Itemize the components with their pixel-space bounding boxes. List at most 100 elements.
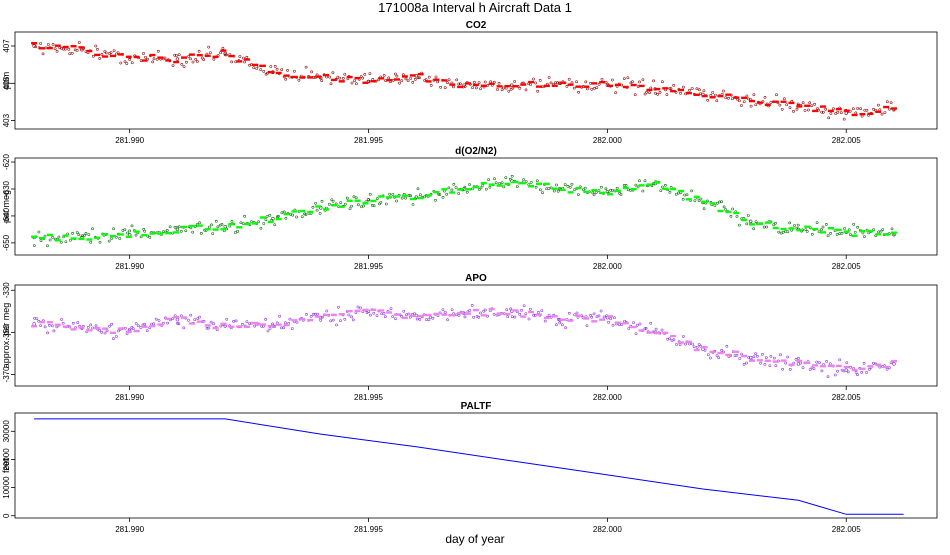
d_o2_n2-scatter-point [114, 235, 118, 239]
apo-scatter-point [688, 342, 691, 346]
apo-scatter-point [597, 314, 601, 318]
co2-scatter-point [604, 80, 608, 84]
apo-scatter-point [100, 330, 103, 334]
d_o2_n2-scatter-point [450, 188, 454, 192]
apo-scatter-point [784, 361, 788, 365]
apo-scatter-point [543, 319, 547, 323]
apo-scatter-point [842, 369, 846, 373]
paltf-y-tick-label: 10000 [2, 476, 11, 499]
d_o2_n2-scatter-point [539, 188, 542, 192]
co2-scatter-point [672, 84, 676, 87]
co2-scatter-point [752, 93, 756, 97]
apo-scatter-point [205, 326, 209, 330]
co2-scatter-point [331, 71, 335, 75]
apo-scatter-point [799, 361, 803, 365]
d_o2_n2-scatter-point [234, 231, 237, 234]
co2-scatter-point [509, 87, 513, 91]
apo-scatter-point [797, 356, 800, 360]
d_o2_n2-scatter-point [852, 222, 856, 226]
apo-scatter-point [105, 329, 109, 333]
apo-scatter-point [638, 322, 642, 326]
d_o2_n2-scatter-point [268, 213, 272, 217]
d_o2_n2-scatter-point [817, 230, 821, 234]
apo-scatter-point [764, 356, 768, 359]
apo-scatter-point [529, 307, 532, 311]
apo-scatter-point [547, 313, 551, 317]
co2-scatter-point [242, 56, 245, 60]
apo-scatter-point [818, 361, 821, 364]
co2-scatter-point [75, 49, 79, 52]
co2-scatter-point [859, 107, 862, 110]
apo-scatter-point [418, 318, 422, 321]
d_o2_n2-scatter-point [220, 223, 224, 226]
d_o2_n2-scatter-point [643, 179, 647, 182]
apo-scatter-point [171, 317, 174, 321]
apo-scatter-point [46, 331, 49, 335]
apo-scatter-point [540, 309, 544, 312]
apo-scatter-point [43, 325, 47, 329]
apo-scatter-point [825, 360, 828, 363]
apo-scatter-point [865, 371, 868, 374]
d_o2_n2-scatter-point [457, 192, 461, 195]
co2-scatter-point [709, 93, 713, 97]
panel-co2: CO2 ppm 281.990 281.995 282.000 282.005 407 405… [1, 20, 938, 145]
apo-scatter-point [365, 311, 369, 314]
co2-scatter-point [829, 112, 833, 115]
apo-scatter-point [415, 317, 419, 321]
co2-scatter-point [368, 72, 372, 75]
co2-scatter-point [55, 49, 59, 53]
apo-scatter-point [584, 315, 588, 318]
apo-scatter-point [266, 329, 270, 333]
apo-scatter-point [33, 316, 36, 320]
co2-scatter-point [197, 49, 201, 53]
co2-scatter-point [382, 74, 386, 77]
apo-scatter-point [575, 311, 579, 315]
apo-scatter-point [405, 313, 408, 317]
paltf-title: PALTF [461, 401, 492, 412]
co2-scatter-point [486, 84, 490, 87]
d_o2_n2-scatter-point [84, 231, 88, 235]
apo-scatter-point [506, 315, 510, 319]
co2-y-tick-label: 407 [2, 39, 11, 53]
d_o2_n2-scatter-point [793, 224, 796, 227]
apo-scatter-point [60, 318, 63, 321]
co2-scatter-point [458, 82, 462, 86]
d_o2_n2-scatter-point [284, 217, 288, 220]
apo-scatter-point [567, 311, 571, 315]
d_o2_n2-scatter-point [838, 232, 842, 235]
d_o2_n2-y-tick-label: -620 [2, 153, 11, 170]
apo-scatter-point [772, 356, 776, 360]
apo-scatter-point [316, 312, 319, 316]
co2-scatter-point [654, 91, 657, 95]
co2-scatter-point [665, 93, 669, 96]
co2-scatter-point [661, 80, 664, 84]
co2-plot-frame [14, 31, 938, 130]
d_o2_n2-scatter-point [772, 223, 776, 227]
d_o2_n2-scatter-point [375, 197, 379, 200]
d_o2_n2-scatter-point [487, 178, 490, 182]
apo-scatter-point [454, 313, 458, 317]
d_o2_n2-scatter-point [724, 208, 727, 211]
d_o2_n2-scatter-point [366, 198, 370, 201]
paltf-y-tick-label: 0 [2, 513, 11, 518]
apo-x-tick-label: 281.990 [115, 393, 144, 402]
d_o2_n2-scatter-point [39, 239, 43, 242]
apo-scatter-point [343, 317, 347, 321]
d_o2_n2-scatter-point [468, 183, 471, 186]
d_o2_n2-scatter-point [89, 240, 93, 244]
d_o2_n2-scatter-point [720, 200, 723, 204]
apo-scatter-point [878, 365, 882, 369]
apo-scatter-point [872, 361, 875, 365]
co2-scatter-point [130, 61, 134, 65]
d_o2_n2-scatter-point [849, 233, 852, 236]
d_o2_n2-scatter-point [207, 225, 211, 229]
co2-scatter-point [245, 55, 249, 59]
d_o2_n2-scatter-point [404, 196, 407, 200]
co2-scatter-point [400, 79, 404, 82]
d_o2_n2-scatter-point [810, 232, 814, 236]
co2-scatter-point [429, 84, 433, 87]
co2-y-tick-label: 403 [2, 113, 11, 127]
co2-scatter-point [39, 42, 42, 45]
d_o2_n2-scatter-point [677, 191, 680, 195]
d_o2_n2-scatter-point [118, 237, 122, 240]
